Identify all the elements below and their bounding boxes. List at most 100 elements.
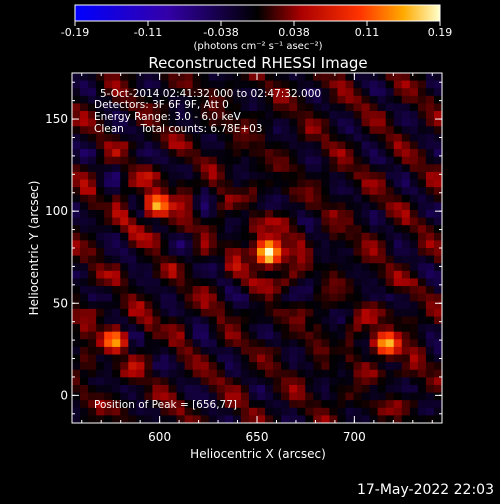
heatmap-cell — [80, 316, 89, 325]
heatmap-cell — [248, 141, 258, 150]
axis-ticks — [72, 73, 442, 423]
heatmap-cell — [128, 293, 137, 302]
heatmap-cell — [377, 308, 387, 318]
heatmap-cell — [240, 156, 250, 165]
heatmap-cell — [257, 149, 266, 158]
heatmap-cell — [248, 225, 258, 234]
heatmap-cell — [377, 111, 387, 120]
heatmap-cell — [80, 80, 89, 89]
heatmap-cell — [289, 362, 298, 371]
heatmap-cell — [224, 384, 234, 394]
heatmap-cell — [120, 149, 129, 158]
heatmap-cell — [200, 392, 210, 401]
heatmap-cell — [417, 209, 427, 219]
heatmap-cell — [112, 415, 121, 423]
heatmap-cell — [273, 293, 282, 302]
heatmap-cell — [224, 369, 234, 378]
heatmap-cell — [353, 278, 363, 287]
heatmap-cell — [289, 308, 298, 318]
heatmap-cell — [433, 141, 442, 150]
heatmap-cell — [216, 255, 226, 264]
heatmap-cell — [425, 354, 435, 363]
heatmap-cell — [216, 263, 226, 272]
heatmap-cell — [200, 278, 210, 287]
heatmap-cell — [265, 384, 274, 394]
heatmap-cell — [160, 95, 170, 105]
heatmap-cell — [96, 141, 105, 150]
heatmap-cell — [257, 346, 266, 356]
heatmap-cell — [152, 400, 162, 409]
heatmap-cell — [409, 339, 419, 348]
heatmap-cell — [385, 362, 395, 371]
heatmap-cell — [281, 88, 290, 97]
annotation-detectors: Detectors: 3F 6F 9F, Att 0 — [94, 99, 229, 111]
heatmap-cell — [104, 240, 113, 249]
heatmap-cell — [265, 362, 274, 371]
heatmap-cell — [72, 293, 81, 302]
heatmap-cell — [425, 324, 435, 333]
heatmap-cell — [72, 156, 81, 165]
heatmap-cell — [273, 286, 282, 295]
heatmap-cell — [128, 324, 137, 333]
heatmap-cell — [120, 377, 129, 386]
heatmap-cell — [112, 187, 121, 196]
heatmap-cell — [313, 171, 322, 181]
heatmap-cell — [329, 187, 339, 196]
heatmap-cell — [104, 255, 113, 264]
heatmap-cell — [409, 126, 419, 135]
heatmap-cell — [232, 194, 242, 203]
heatmap-cell — [313, 324, 322, 333]
heatmap-cell — [361, 111, 371, 120]
heatmap-cell — [144, 73, 154, 82]
heatmap-cell — [401, 126, 411, 135]
heatmap-cell — [240, 270, 250, 280]
heatmap-cell — [144, 293, 154, 302]
heatmap-cell — [160, 369, 170, 378]
heatmap-cell — [321, 339, 330, 348]
heatmap-cell — [224, 400, 234, 409]
heatmap-cell — [361, 369, 371, 378]
heatmap-cell — [305, 278, 314, 287]
heatmap-cell — [128, 164, 137, 173]
heatmap-cell — [297, 171, 306, 181]
heatmap-cell — [104, 156, 113, 165]
heatmap-cell — [337, 384, 347, 394]
heatmap-cell — [281, 179, 290, 188]
heatmap-cell — [120, 103, 129, 112]
heatmap-cell — [385, 331, 395, 340]
heatmap-cell — [289, 156, 298, 165]
colorbar-tick-label: -0.11 — [134, 26, 162, 39]
heatmap-cell — [200, 179, 210, 188]
heatmap-cell — [369, 209, 379, 219]
heatmap-cell — [184, 384, 194, 394]
heatmap-cell — [160, 126, 170, 135]
heatmap-cell — [152, 324, 162, 333]
heatmap-cell — [353, 209, 363, 219]
heatmap-cell — [200, 354, 210, 363]
heatmap-cell — [208, 346, 218, 356]
heatmap-cell — [88, 331, 97, 340]
heatmap-cell — [297, 286, 306, 295]
heatmap-cell — [176, 118, 186, 127]
heatmap-cell — [281, 400, 290, 409]
heatmap-cell — [377, 179, 387, 188]
heatmap-cell — [72, 392, 81, 401]
heatmap-cell — [72, 346, 81, 356]
heatmap-cell — [345, 88, 355, 97]
heatmap-cell — [401, 111, 411, 120]
heatmap-cell — [176, 194, 186, 203]
heatmap-cell — [160, 248, 170, 257]
heatmap-cell — [88, 248, 97, 257]
heatmap-cell — [393, 217, 403, 226]
heatmap-cell — [297, 141, 306, 150]
heatmap-cell — [257, 240, 266, 249]
heatmap-cell — [192, 80, 202, 89]
heatmap-cell — [409, 179, 419, 188]
heatmap-cell — [417, 133, 427, 143]
heatmap-cell — [265, 278, 274, 287]
heatmap-cell — [401, 316, 411, 325]
heatmap-cell — [257, 255, 266, 264]
heatmap-cell — [401, 286, 411, 295]
heatmap-cell — [369, 118, 379, 127]
heatmap-cell — [224, 232, 234, 241]
